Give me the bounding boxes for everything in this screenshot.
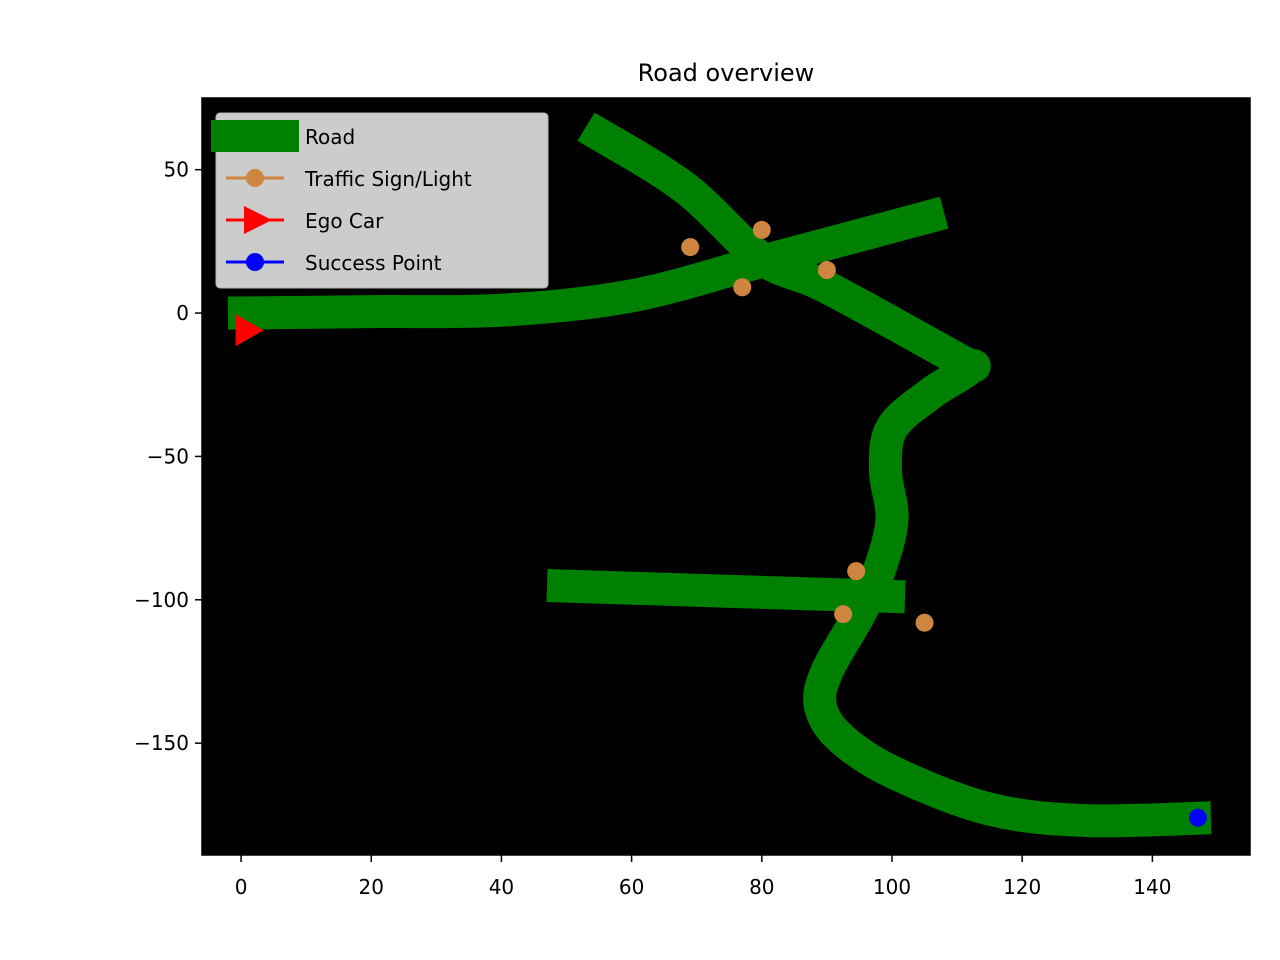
legend-label-ego-car: Ego Car: [305, 209, 384, 233]
roads-layer: [227, 112, 1212, 838]
legend-swatch-road: [211, 120, 299, 152]
legend-marker-success-point: [246, 253, 264, 271]
y-axis: 50 0 −50 −100 −150: [134, 158, 202, 755]
ego-car-marker: [235, 314, 264, 347]
x-tick-label-140: 140: [1133, 875, 1171, 899]
success-point-marker: [1188, 808, 1207, 827]
legend-item-traffic-sign: Traffic Sign/Light: [226, 167, 472, 191]
legend-item-ego-car: Ego Car: [226, 206, 384, 234]
legend-label-road: Road: [305, 125, 355, 149]
legend-label-traffic-sign: Traffic Sign/Light: [304, 167, 472, 191]
y-tick-label-3: −100: [134, 588, 189, 612]
y-tick-label-4: −150: [134, 731, 189, 755]
x-tick-label-0: 0: [235, 875, 248, 899]
road-segment-3: [546, 569, 906, 614]
x-tick-label-120: 120: [1003, 875, 1041, 899]
road-segment-1: [227, 196, 949, 330]
plot-frame: [201, 97, 1251, 856]
chart-title: Road overview: [638, 59, 815, 87]
x-tick-label-20: 20: [359, 875, 384, 899]
legend-box: [215, 112, 549, 289]
markers-layer: [235, 220, 1207, 827]
traffic-sign-marker-2: [752, 220, 771, 239]
y-tick-label-1: 0: [176, 301, 189, 325]
x-tick-label-80: 80: [749, 875, 774, 899]
x-tick-label-40: 40: [489, 875, 514, 899]
traffic-sign-marker-3: [733, 278, 752, 297]
y-tick-label-2: −50: [147, 444, 189, 468]
traffic-sign-marker-6: [834, 605, 853, 624]
y-tick-label-0: 50: [164, 158, 189, 182]
road-segment-2: [577, 112, 1212, 838]
legend-item-road: Road: [211, 120, 355, 152]
legend-label-success-point: Success Point: [305, 251, 442, 275]
traffic-sign-marker-4: [817, 261, 836, 280]
x-axis: 0 20 40 60 80 100 120 140: [235, 855, 1171, 899]
traffic-sign-marker-1: [681, 238, 700, 257]
traffic-sign-marker-7: [915, 613, 934, 632]
legend: Road Traffic Sign/Light Ego Car Success …: [211, 112, 549, 289]
legend-marker-ego-car: [244, 206, 272, 234]
x-tick-label-60: 60: [619, 875, 644, 899]
x-tick-label-100: 100: [873, 875, 911, 899]
legend-marker-traffic-sign: [246, 169, 264, 187]
traffic-sign-marker-5: [847, 562, 866, 581]
legend-item-success-point: Success Point: [226, 251, 442, 275]
